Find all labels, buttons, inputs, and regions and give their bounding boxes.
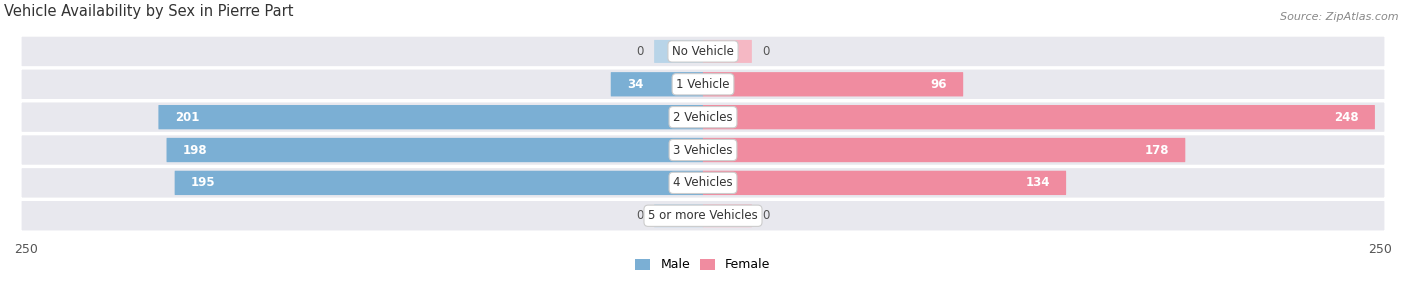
Text: 195: 195: [191, 176, 215, 189]
FancyBboxPatch shape: [610, 72, 703, 96]
Text: No Vehicle: No Vehicle: [672, 45, 734, 58]
Text: 2 Vehicles: 2 Vehicles: [673, 111, 733, 124]
FancyBboxPatch shape: [20, 134, 1386, 166]
FancyBboxPatch shape: [654, 40, 703, 63]
Text: 0: 0: [762, 209, 770, 222]
FancyBboxPatch shape: [20, 101, 1386, 133]
Text: Vehicle Availability by Sex in Pierre Part: Vehicle Availability by Sex in Pierre Pa…: [4, 4, 294, 19]
FancyBboxPatch shape: [159, 105, 703, 129]
Legend: Male, Female: Male, Female: [630, 253, 776, 276]
Text: 201: 201: [174, 111, 200, 124]
FancyBboxPatch shape: [703, 40, 752, 63]
Text: 178: 178: [1144, 144, 1168, 156]
Text: 198: 198: [183, 144, 208, 156]
Text: 134: 134: [1025, 176, 1050, 189]
FancyBboxPatch shape: [703, 105, 1375, 129]
FancyBboxPatch shape: [174, 171, 703, 195]
FancyBboxPatch shape: [654, 204, 703, 227]
Text: 0: 0: [762, 45, 770, 58]
FancyBboxPatch shape: [703, 204, 752, 227]
FancyBboxPatch shape: [703, 171, 1066, 195]
Text: 3 Vehicles: 3 Vehicles: [673, 144, 733, 156]
FancyBboxPatch shape: [20, 200, 1386, 232]
Text: 96: 96: [931, 78, 946, 91]
Text: 4 Vehicles: 4 Vehicles: [673, 176, 733, 189]
Text: 248: 248: [1334, 111, 1358, 124]
FancyBboxPatch shape: [703, 138, 1185, 162]
FancyBboxPatch shape: [20, 167, 1386, 199]
FancyBboxPatch shape: [20, 35, 1386, 67]
Text: 34: 34: [627, 78, 644, 91]
FancyBboxPatch shape: [703, 72, 963, 96]
Text: 5 or more Vehicles: 5 or more Vehicles: [648, 209, 758, 222]
FancyBboxPatch shape: [166, 138, 703, 162]
FancyBboxPatch shape: [20, 68, 1386, 100]
Text: 1 Vehicle: 1 Vehicle: [676, 78, 730, 91]
Text: 0: 0: [636, 45, 644, 58]
Text: Source: ZipAtlas.com: Source: ZipAtlas.com: [1281, 12, 1399, 22]
Text: 0: 0: [636, 209, 644, 222]
